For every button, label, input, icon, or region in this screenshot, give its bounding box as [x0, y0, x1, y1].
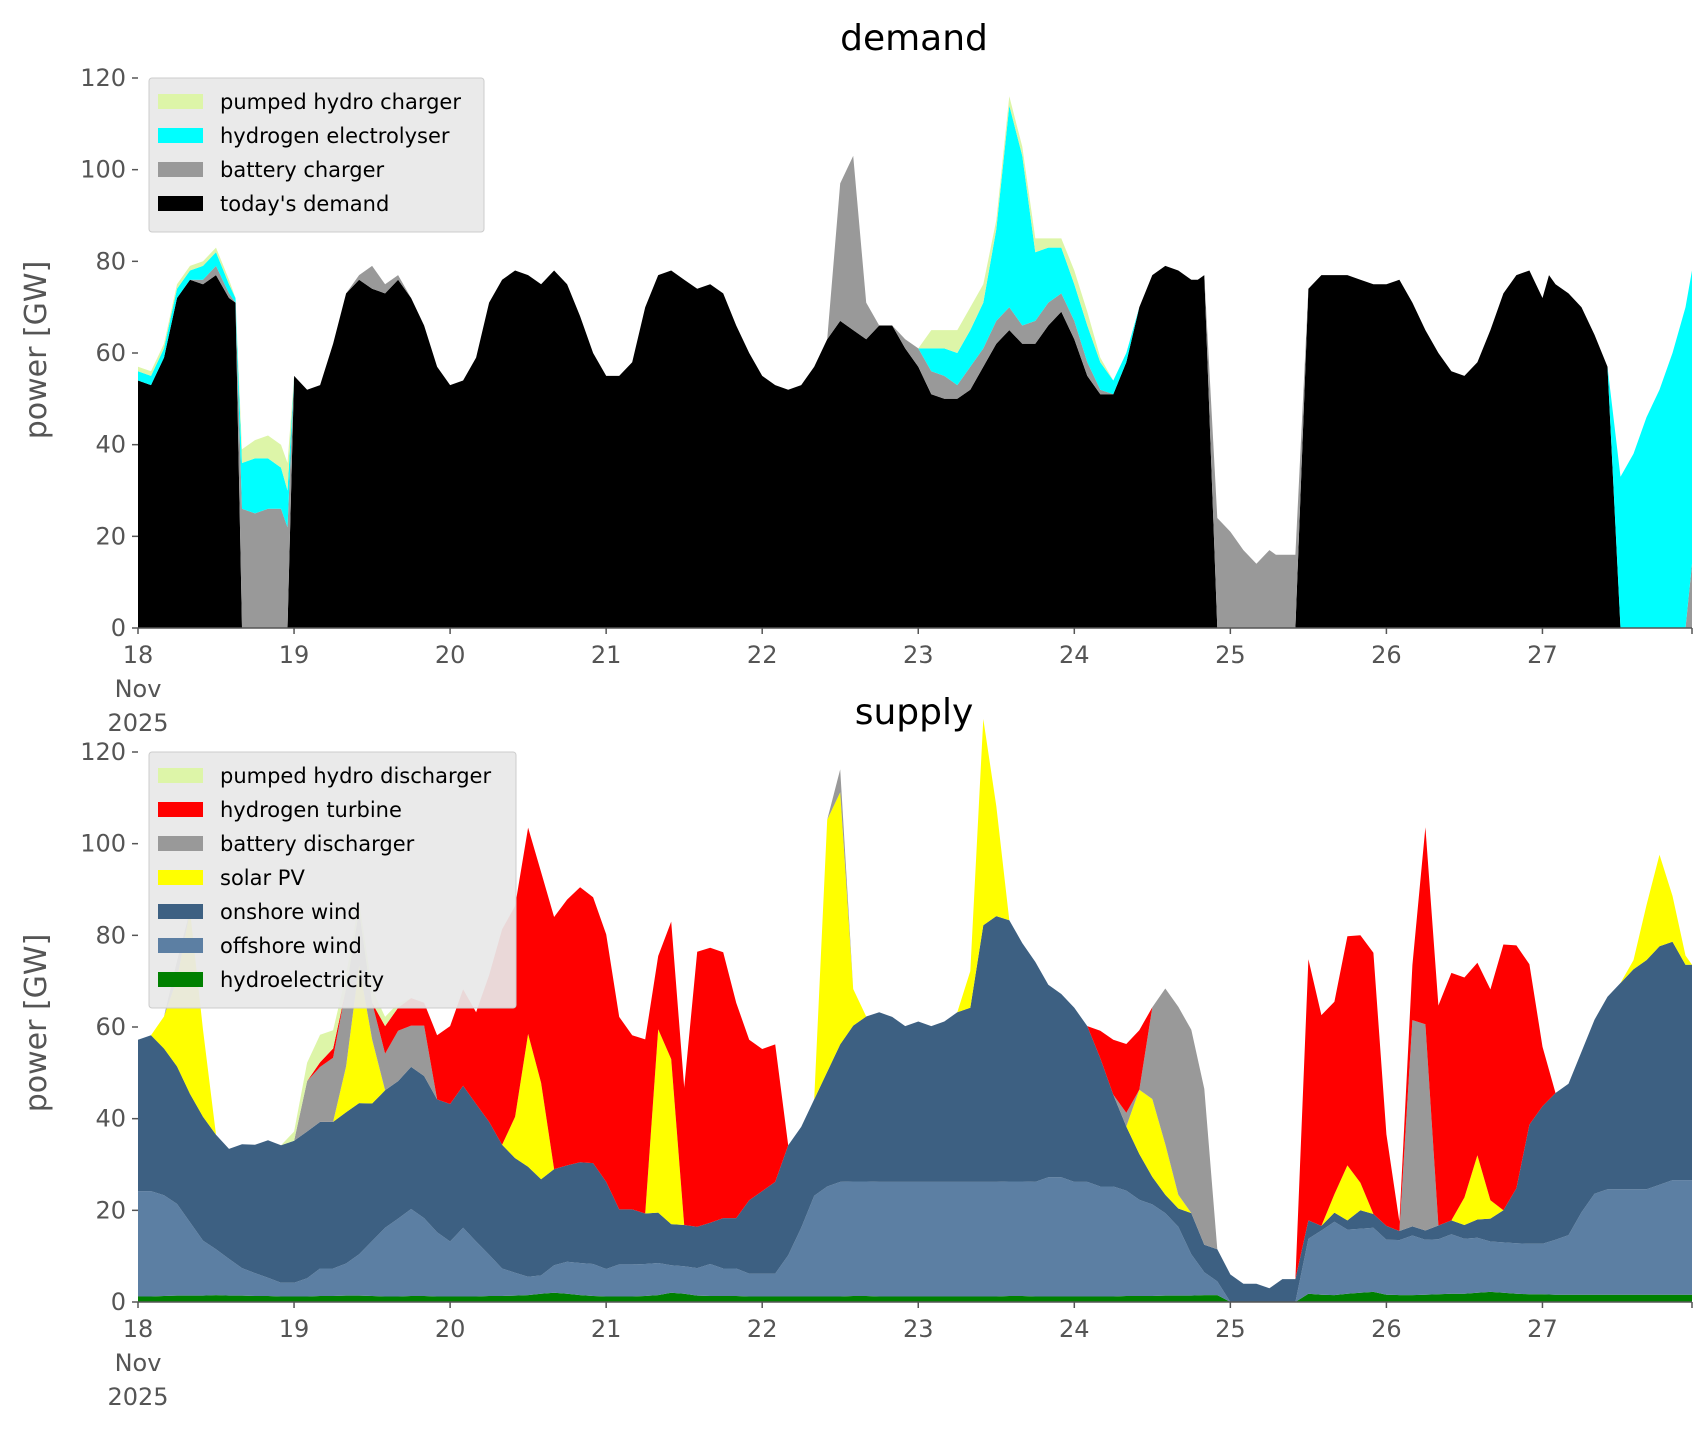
demand-y-tick-label: 120 — [80, 64, 126, 92]
supply-x-tick-label: 20 — [435, 1315, 466, 1343]
supply-legend-label-battery-discharger: battery discharger — [220, 832, 415, 856]
demand-axes: 0 20 40 60 80 100 120 18 Nov 2025 19 20 21 22 23 24 25 26… — [80, 64, 1693, 737]
demand-y-tick-label: 20 — [95, 522, 126, 550]
demand-legend-label-today-s-demand: today's demand — [220, 192, 389, 216]
supply-legend-swatch-hydroelectricity — [158, 972, 203, 987]
demand-x-tick-label: 24 — [1059, 641, 1090, 669]
supply-legend-swatch-solar-pv — [158, 870, 203, 885]
supply-legend-label-pumped-hydro-discharger: pumped hydro discharger — [220, 764, 491, 788]
supply-x-tick-label: 25 — [1215, 1315, 1246, 1343]
supply-y-tick-label: 20 — [95, 1196, 126, 1224]
supply-x-tick-label: 26 — [1371, 1315, 1402, 1343]
supply-y-tick-label: 80 — [95, 921, 126, 949]
demand-panel: demand power [GW] 0 20 40 60 80 100 120 18 Nov 20… — [19, 18, 1693, 737]
supply-legend-label-hydrogen-turbine: hydrogen turbine — [220, 798, 402, 822]
demand-y-tick-label: 0 — [111, 614, 126, 642]
supply-axes: 0 20 40 60 80 100 120 18 Nov 2025 19 20 21 22 23 24 25 26… — [80, 738, 1693, 1411]
supply-x-tick-label: 27 — [1527, 1315, 1558, 1343]
supply-legend-label-hydroelectricity: hydroelectricity — [220, 968, 384, 992]
supply-y-tick-label: 0 — [111, 1288, 126, 1316]
demand-legend: pumped hydro charger hydrogen electrolyse… — [148, 77, 485, 233]
demand-legend-swatch-hydrogen-electrolyser — [158, 128, 203, 143]
demand-legend-box — [148, 77, 485, 233]
supply-legend-box — [148, 751, 517, 1009]
supply-legend-swatch-hydrogen-turbine — [158, 802, 203, 817]
demand-y-tick-label: 80 — [95, 247, 126, 275]
demand-x-tick-label: 23 — [903, 641, 934, 669]
demand-x-tick-label: 22 — [747, 641, 778, 669]
supply-y-tick-label: 100 — [80, 830, 126, 858]
supply-panel: supply power [GW] 0 20 40 60 80 100 120 18 Nov 20… — [19, 692, 1693, 1411]
supply-y-tick-label: 60 — [95, 1013, 126, 1041]
demand-x-tick-label: 25 — [1215, 641, 1246, 669]
demand-y-axis-label: power [GW] — [19, 261, 54, 440]
supply-area-hydroelectricity — [138, 1291, 1692, 1302]
supply-legend: pumped hydro discharger hydrogen turbine b… — [148, 751, 517, 1009]
demand-y-tick-label: 40 — [95, 431, 126, 459]
demand-x-tick-label: 21 — [591, 641, 622, 669]
demand-area-stack — [138, 96, 1692, 628]
supply-legend-swatch-onshore-wind — [158, 904, 203, 919]
supply-x-tick-label: 22 — [747, 1315, 778, 1343]
supply-x-tick-label: 24 — [1059, 1315, 1090, 1343]
supply-area-stack — [138, 719, 1692, 1302]
supply-y-tick-label: 120 — [80, 738, 126, 766]
demand-title: demand — [840, 18, 988, 59]
supply-legend-label-onshore-wind: onshore wind — [220, 900, 361, 924]
demand-area-today-s-demand — [138, 265, 1692, 628]
demand-x-tick-label: 20 — [435, 641, 466, 669]
supply-legend-swatch-battery-discharger — [158, 836, 203, 851]
demand-legend-swatch-battery-charger — [158, 162, 203, 177]
supply-legend-label-solar-pv: solar PV — [220, 866, 305, 890]
demand-legend-label-hydrogen-electrolyser: hydrogen electrolyser — [220, 124, 450, 148]
supply-x-tick-label: 18 Nov 2025 — [107, 1315, 168, 1411]
demand-legend-swatch-today-s-demand — [158, 196, 203, 211]
supply-y-tick-label: 40 — [95, 1105, 126, 1133]
supply-x-tick-label: 21 — [591, 1315, 622, 1343]
demand-x-tick-label: 18 Nov 2025 — [107, 641, 168, 737]
supply-legend-swatch-pumped-hydro-discharger — [158, 768, 203, 783]
supply-area-onshore-wind — [138, 916, 1692, 1302]
demand-y-tick-label: 100 — [80, 156, 126, 184]
supply-area-offshore-wind — [138, 1177, 1692, 1302]
demand-legend-label-battery-charger: battery charger — [220, 158, 385, 182]
supply-legend-swatch-offshore-wind — [158, 938, 203, 953]
demand-x-tick-label: 27 — [1527, 641, 1558, 669]
supply-area-solar-pv — [138, 719, 1692, 1289]
demand-legend-swatch-pumped-hydro-charger — [158, 94, 203, 109]
demand-y-tick-label: 60 — [95, 339, 126, 367]
supply-y-axis-label: power [GW] — [19, 934, 54, 1113]
demand-x-tick-label: 19 — [279, 641, 310, 669]
supply-area-hydrogen-turbine — [138, 719, 1692, 1289]
supply-legend-label-offshore-wind: offshore wind — [220, 934, 362, 958]
supply-title: supply — [855, 692, 974, 733]
demand-legend-label-pumped-hydro-charger: pumped hydro charger — [220, 90, 461, 114]
demand-x-tick-label: 26 — [1371, 641, 1402, 669]
supply-x-tick-label: 19 — [279, 1315, 310, 1343]
supply-x-tick-label: 23 — [903, 1315, 934, 1343]
